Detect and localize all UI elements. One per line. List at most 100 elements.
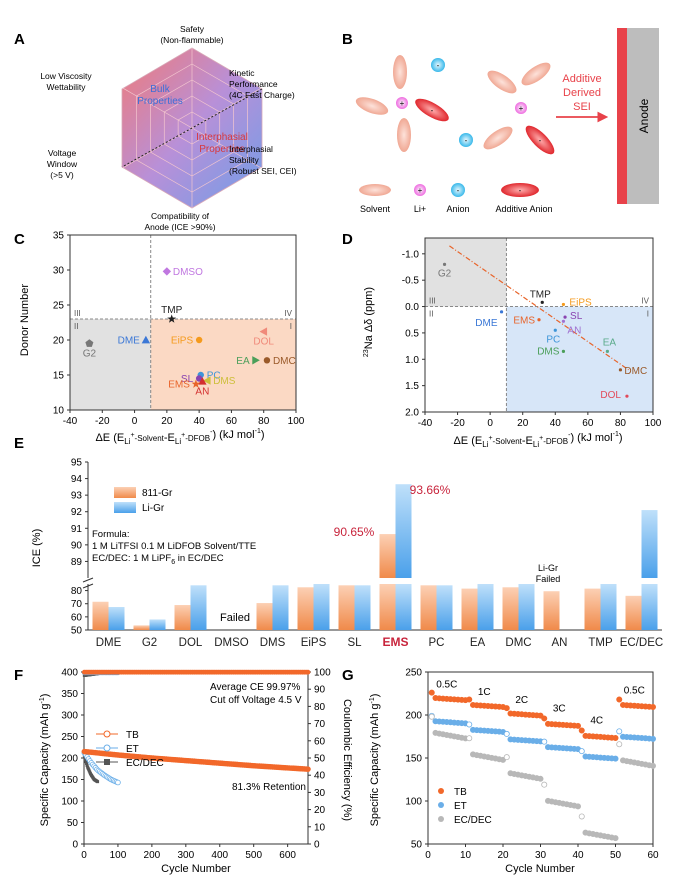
rate-label: 0.5C <box>624 686 645 697</box>
panel-g-xlabel: Cycle Number <box>505 863 575 875</box>
rate-point-tb <box>466 696 473 703</box>
y-tick-label: 2.0 <box>405 408 419 419</box>
arrow-label-2: Derived <box>563 87 601 99</box>
panel-f-ylabel: Specific Capacity (mAh g-1) <box>39 694 51 827</box>
point-tmp <box>540 300 544 304</box>
rate-point-ecdec <box>578 813 585 820</box>
bar-li-gr <box>436 585 453 630</box>
li-plus-symbol: + <box>519 104 524 113</box>
rate-point-et <box>616 728 623 735</box>
rate-point-et <box>578 748 585 755</box>
legend-ligr-label: Li-Gr <box>142 503 165 514</box>
legend-ligr-swatch <box>114 502 136 513</box>
rate-point-et <box>466 721 473 728</box>
axis-break-mark <box>82 577 94 583</box>
formula-line-3: EC/DEC: 1 M LiPF6 in EC/DEC <box>92 553 224 566</box>
panel-b-schematic: - + - - - + Additive Derived SEI Anode S… <box>355 28 659 214</box>
x-tick-label: 80 <box>615 418 627 429</box>
anion-minus-symbol: - <box>437 61 440 70</box>
quadrant-label: II <box>429 310 433 319</box>
legend-marker <box>438 788 444 794</box>
category-label: EiPS <box>301 637 327 649</box>
y-tick-label: 80 <box>71 586 83 597</box>
panel-d-chart: -40 -20 0 20 40 60 80 100 -1.0 -0.5 0.0 0.5 1.0 1.5 2.… <box>402 237 662 429</box>
rate-point-ecdec <box>650 762 657 769</box>
quadrant-i-shade <box>506 306 653 412</box>
panel-label-e: E <box>14 435 24 452</box>
vertex-lr-3: (Robust SEI, CEI) <box>229 166 297 176</box>
category-label: DMS <box>260 637 286 649</box>
quadrant-label: I <box>290 322 292 331</box>
rate-point-tb <box>575 722 582 729</box>
point-eips <box>561 302 566 307</box>
rate-label: 0.5C <box>436 679 457 690</box>
legend-marker <box>438 816 444 822</box>
solvent-molecule <box>355 97 389 115</box>
y-tick-label: 1.0 <box>405 355 419 366</box>
annotation-ems-ligr: 93.66% <box>410 483 451 497</box>
category-label: TMP <box>588 637 613 649</box>
y-tick-label: 400 <box>61 668 78 679</box>
additive-anion <box>415 98 449 122</box>
capacity-point-ecdec <box>84 760 88 764</box>
rate-point-ecdec <box>541 781 548 788</box>
x-tick-label: 300 <box>177 850 194 861</box>
x-tick-label: 20 <box>517 418 529 429</box>
category-label: EA <box>470 637 486 649</box>
arrow-label-1: Additive <box>562 73 601 85</box>
bar-811-gr <box>420 585 437 630</box>
x-tick-label: 0 <box>425 850 431 861</box>
rate-point-et <box>541 738 548 745</box>
vertex-top-2: (Non-flammable) <box>160 35 223 45</box>
point-ea <box>605 349 610 353</box>
point-sl <box>563 315 567 319</box>
point-label-ems: EMS <box>513 316 535 327</box>
point-dmso <box>162 267 172 276</box>
vertex-ur-3: (4C Fast Charge) <box>229 90 295 100</box>
point-label-dmso: DMSO <box>173 267 203 278</box>
y2-tick-label: 20 <box>314 805 326 816</box>
vertex-top-1: Safety <box>180 24 205 34</box>
point-dme <box>141 335 151 344</box>
category-label: PC <box>429 637 445 649</box>
y-tick-label: 150 <box>61 775 78 786</box>
plot-frame <box>424 237 654 413</box>
formula-line-2: 1 M LiTFSI 0.1 M LiDFOB Solvent/TTE <box>92 541 256 552</box>
point-label-tmp: TMP <box>161 305 182 316</box>
panel-f-ce-text: Average CE 99.97% <box>210 682 301 693</box>
point-tmp <box>167 314 177 323</box>
quadrant-label: I <box>647 310 649 319</box>
point-label-eips: EiPS <box>171 336 194 347</box>
legend-anion-minus-symbol: - <box>457 186 460 195</box>
bar-811-gr <box>297 587 314 630</box>
anion-minus-symbol: - <box>465 136 468 145</box>
bar-811-gr <box>543 591 560 630</box>
x-tick-label: -40 <box>63 416 78 427</box>
legend-marker <box>104 759 110 765</box>
y-tick-label: 250 <box>61 732 78 743</box>
x-tick-label: 40 <box>194 416 206 427</box>
y-tick-label: 30 <box>53 266 65 277</box>
capacity-point-ecdec <box>85 762 89 766</box>
arrow-label-3: SEI <box>573 101 591 113</box>
point-label-ea: EA <box>603 337 617 348</box>
y-tick-label: 0 <box>72 840 78 851</box>
quadrant-label: IV <box>641 297 649 306</box>
x-tick-label: -20 <box>95 416 110 427</box>
solvent-molecule <box>397 118 411 152</box>
quadrant-label: III <box>74 309 81 318</box>
y2-tick-label: 0 <box>314 840 320 851</box>
x-tick-label: 10 <box>460 850 472 861</box>
vertex-ur-2: Performance <box>229 79 278 89</box>
point-dme <box>499 310 504 314</box>
legend-marker <box>103 730 111 738</box>
y-tick-label: 350 <box>61 689 78 700</box>
bar-811-gr <box>133 625 150 630</box>
panel-label-c: C <box>14 231 25 248</box>
point-label-ems: EMS <box>168 380 190 391</box>
legend-anion-icon <box>451 183 465 197</box>
point-ems <box>537 318 541 322</box>
point-ems <box>191 379 201 388</box>
sei-layer <box>617 28 627 204</box>
vertex-ll-2: Window <box>47 159 78 169</box>
